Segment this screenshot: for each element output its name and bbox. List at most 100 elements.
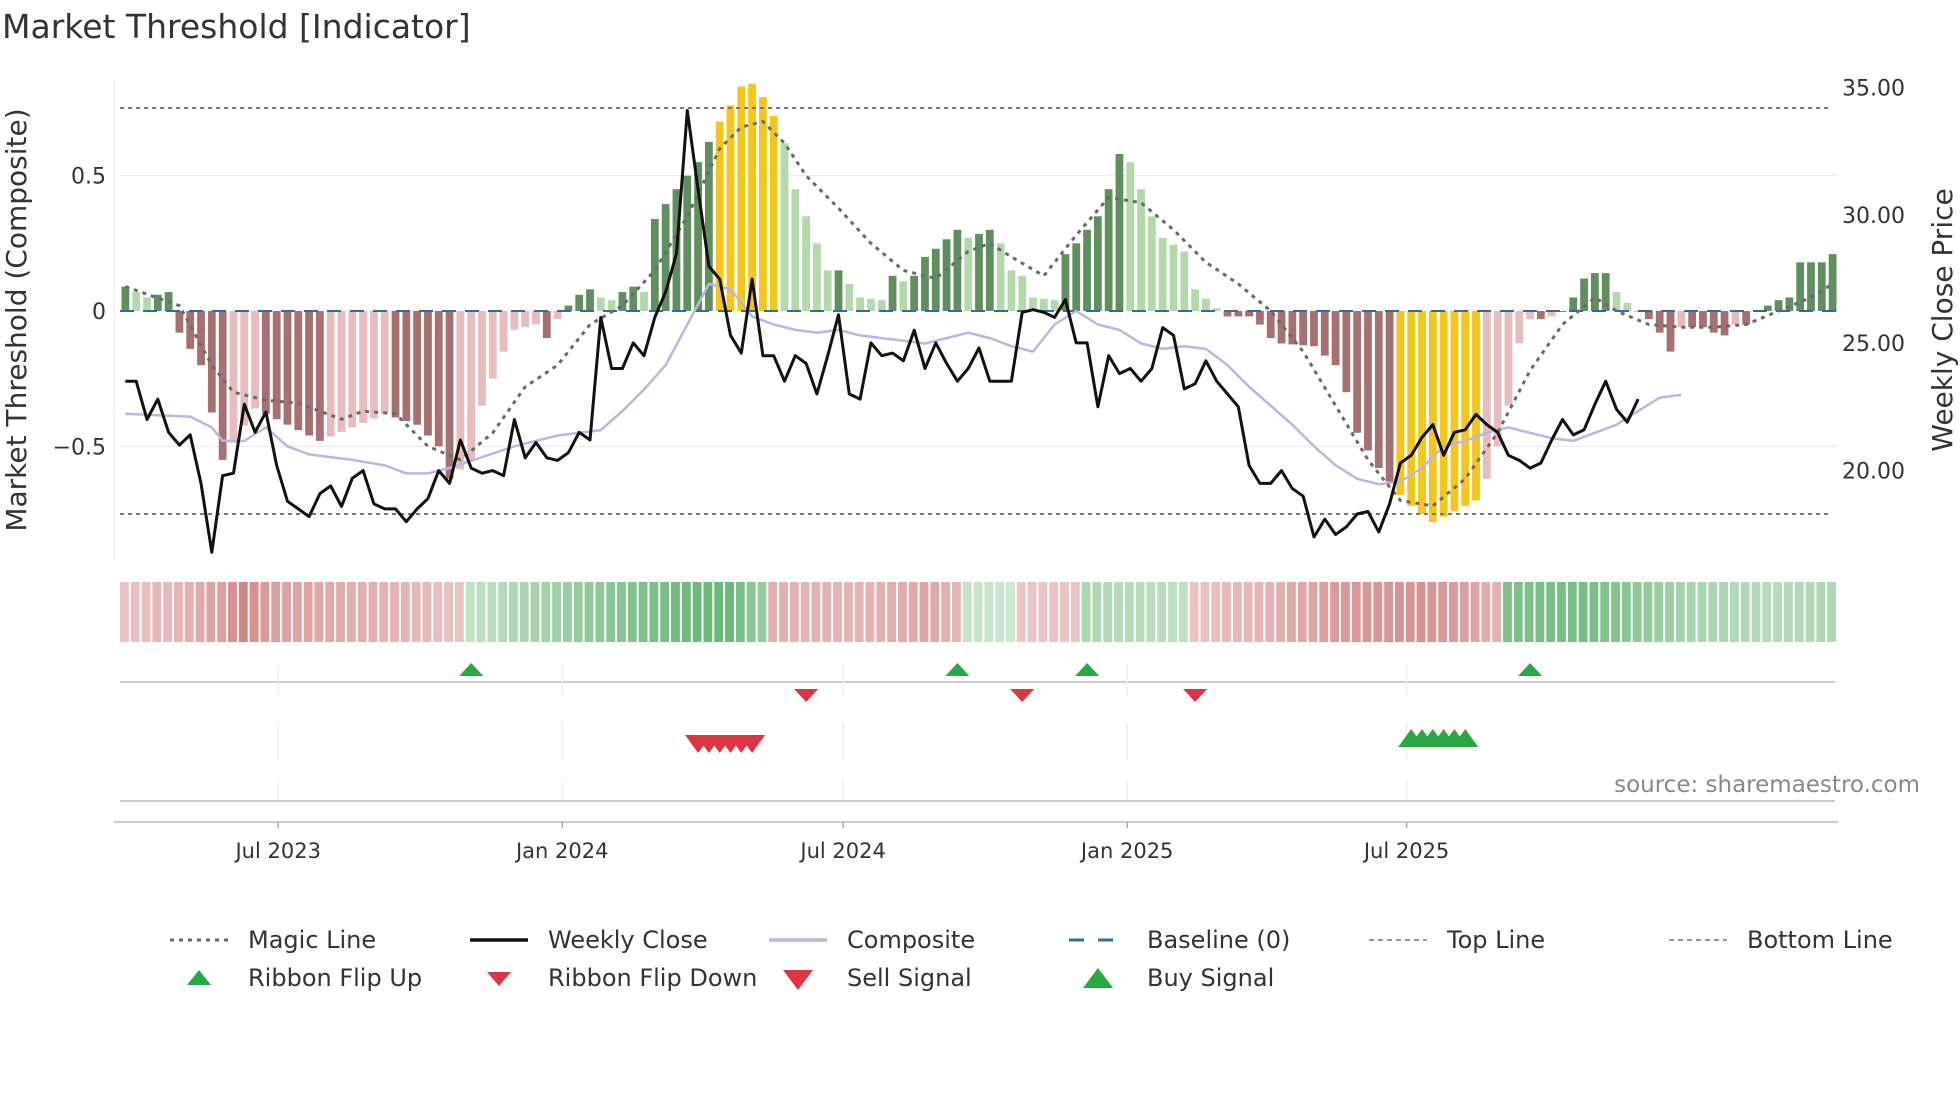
- ribbon-cell: [130, 582, 140, 642]
- ribbon-cell: [1189, 582, 1199, 642]
- ribbon-cell: [1675, 582, 1685, 642]
- histogram-bar: [759, 97, 767, 311]
- histogram-bar: [1137, 189, 1145, 311]
- histogram-bar: [1072, 243, 1081, 311]
- composite-line: [125, 282, 1682, 486]
- ribbon-cell: [779, 582, 788, 642]
- histogram-bar: [229, 311, 238, 443]
- histogram-bar: [186, 311, 195, 349]
- histogram-bar: [1612, 292, 1621, 311]
- histogram-bar: [910, 275, 919, 311]
- ribbon-cell: [1038, 582, 1048, 642]
- ribbon-cell: [487, 582, 497, 642]
- ribbon-cell: [195, 582, 205, 642]
- ribbon-cell: [627, 582, 637, 642]
- histogram-bar: [316, 311, 324, 441]
- histogram-bar: [1018, 275, 1027, 311]
- histogram-bar: [1385, 311, 1394, 482]
- histogram-bar: [1817, 262, 1826, 311]
- ribbon-cell: [811, 582, 821, 642]
- histogram-bar: [1299, 311, 1308, 346]
- ribbon-cell: [930, 582, 940, 642]
- histogram-bar: [888, 275, 897, 311]
- ribbon-cell: [238, 582, 248, 642]
- ribbon-cell: [1773, 582, 1783, 642]
- histogram-bar: [953, 229, 962, 311]
- ribbon-cell: [1481, 582, 1491, 642]
- ribbon-cell: [476, 582, 486, 642]
- ribbon-cell: [422, 582, 432, 642]
- histogram-bar: [661, 204, 670, 311]
- histogram-bar: [197, 311, 205, 366]
- ribbon-cell: [1351, 582, 1361, 642]
- ribbon-cell: [1265, 582, 1275, 642]
- histogram-bar: [272, 311, 281, 420]
- main-panel: −0.5 0 0.5 20.00 25.00 30.00 35.00: [53, 77, 1905, 560]
- histogram-bar: [1590, 273, 1599, 311]
- ribbon-cell: [973, 582, 983, 642]
- ribbon-cell: [1643, 582, 1653, 642]
- ribbon-cell: [1168, 582, 1177, 642]
- ribbon-cell: [1740, 582, 1750, 642]
- ribbon-cell: [876, 582, 886, 642]
- ribbon-cell: [163, 582, 173, 642]
- ribbon-cell: [346, 582, 356, 642]
- ribbon-cell: [249, 582, 259, 642]
- ribbon-flip-up-marker: [1075, 663, 1100, 676]
- histogram-bar: [1266, 311, 1275, 339]
- histogram-bar: [1342, 311, 1351, 393]
- ribbon-cell: [1308, 582, 1318, 642]
- ribbon-cell: [1708, 582, 1718, 642]
- ribbon-cell: [1103, 582, 1113, 642]
- histogram-bar: [618, 292, 627, 311]
- ribbon-cell: [400, 582, 410, 642]
- ribbon-cell: [1027, 582, 1037, 642]
- histogram-bar: [488, 311, 497, 379]
- histogram-bar: [1029, 297, 1037, 311]
- ribbon-cell: [530, 582, 540, 642]
- ribbon-cell: [897, 582, 907, 642]
- histogram-bar: [1472, 311, 1480, 501]
- histogram-bar: [856, 297, 865, 311]
- y-tick-label-left: 0.5: [71, 165, 106, 190]
- histogram-bar: [1720, 311, 1729, 336]
- histogram-bar: [996, 243, 1005, 311]
- histogram-bar: [607, 300, 616, 311]
- histogram-bar: [1428, 311, 1437, 523]
- ribbon-cell: [1243, 582, 1253, 642]
- ribbon-cell: [660, 582, 670, 642]
- ribbon-cell: [887, 582, 897, 642]
- ribbon-cell: [757, 582, 767, 642]
- histogram-bar: [1515, 311, 1524, 344]
- histogram-bar: [715, 121, 724, 311]
- histogram-bar: [942, 239, 951, 311]
- histogram-bar: [921, 256, 929, 311]
- ribbon-cell: [379, 582, 389, 642]
- histogram-bar: [845, 283, 854, 311]
- y-tick-label-right: 25.00: [1842, 332, 1905, 357]
- histogram-bar: [1450, 311, 1459, 512]
- histogram-bar: [240, 311, 249, 426]
- histogram-bar: [813, 243, 821, 311]
- histogram-bar: [370, 311, 378, 419]
- histogram-bar: [1493, 311, 1502, 447]
- ribbon-cell: [1449, 582, 1458, 642]
- ribbon-cell: [1513, 582, 1523, 642]
- y-axis-label-left: Market Threshold (Composite): [0, 108, 33, 531]
- ribbon-cell: [1081, 582, 1091, 642]
- histogram-bar: [1115, 154, 1124, 311]
- histogram-bar: [1212, 308, 1221, 311]
- y-tick-label-right: 30.00: [1842, 204, 1905, 229]
- ribbon-cell: [1459, 582, 1469, 642]
- ribbon-cell: [325, 582, 335, 642]
- ribbon-cell: [1546, 582, 1556, 642]
- ribbon-cell: [854, 582, 864, 642]
- histogram-bar: [964, 237, 973, 311]
- ribbon-cell: [1330, 582, 1340, 642]
- ribbon-cell: [563, 582, 572, 642]
- ribbon-panel: [120, 582, 1837, 642]
- histogram-bar: [1601, 273, 1610, 311]
- ribbon-cell: [1600, 582, 1610, 642]
- ribbon-cell: [822, 582, 832, 642]
- ribbon-flip-down-marker: [1183, 689, 1208, 702]
